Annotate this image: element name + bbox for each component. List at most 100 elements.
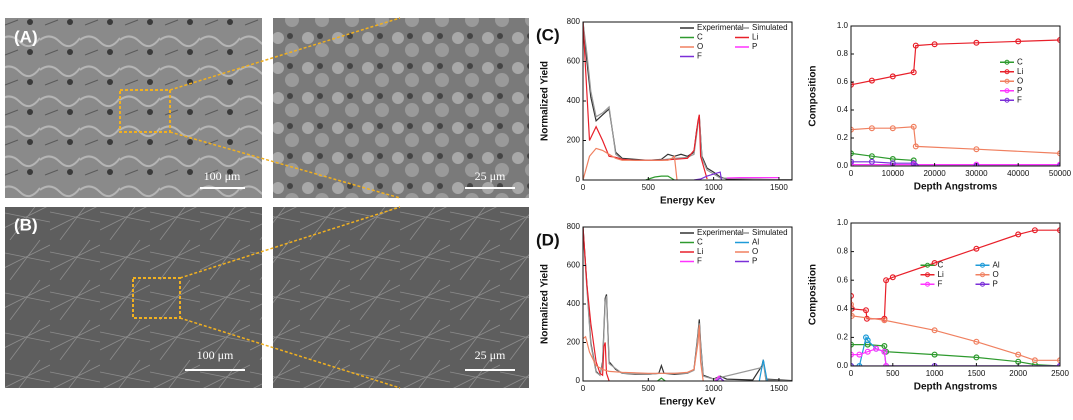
legend-label: Al [993,260,1000,269]
legend-label: Li [1017,67,1023,76]
x-axis-label: Energy Kev [660,196,715,207]
legend-label: F [697,52,702,61]
x-axis-label: Depth Angstroms [914,182,998,193]
axes-frame [851,26,1060,166]
legend-label: F [938,279,943,288]
legend-label: Li [697,247,703,256]
y-tick-label: 1.0 [837,21,849,30]
x-tick-label: 1500 [770,384,788,393]
legend-label: C [938,260,944,269]
x-tick-label: 0 [581,183,586,192]
y-tick-label: 0.8 [837,247,849,256]
legend-label: P [752,257,757,266]
x-tick-label: 0 [581,384,586,393]
y-tick-label: 600 [567,57,581,66]
x-tick-label: 20000 [923,169,946,178]
series-line [583,227,792,381]
series-line [851,345,1060,366]
y-axis-label: Normalized Yield [540,264,551,344]
legend-label: Li [752,33,758,42]
series-line [851,305,1060,361]
legend-label: F [1017,95,1022,104]
y-tick-label: 0.4 [837,304,849,313]
y-tick-label: 0.0 [837,361,849,370]
legend-label: Simulated [752,23,788,32]
legend-label: Li [938,270,944,279]
x-tick-label: 500 [642,384,656,393]
x-tick-label: 1500 [770,183,788,192]
series-line [646,176,675,180]
sem-images: (A) (B) 100 μm 25 μm 100 μm 25 μm [5,18,529,388]
y-axis-label: Composition [808,264,819,325]
legend-label: P [993,279,998,288]
x-tick-label: 2500 [1051,369,1069,378]
panel-label: (D) [536,230,560,249]
y-tick-label: 800 [567,222,581,231]
panel-label: (B) [14,215,38,234]
series-line [759,360,767,381]
legend-label: O [1017,76,1023,85]
y-tick-label: 400 [567,96,581,105]
y-tick-label: 0.8 [837,49,849,58]
x-tick-label: 1000 [705,183,723,192]
series-line [583,231,792,381]
x-axis-label: Energy KeV [659,397,715,408]
plot-area [583,227,792,381]
scale-bar-label: 25 μm [475,348,506,362]
x-tick-label: 1000 [705,384,723,393]
x-tick-label: 500 [886,369,900,378]
chart: 0 500 1000 1500 0 200 400 600 800 Energy Kev Norma… [536,17,792,207]
legend-label: C [697,33,703,42]
legend-label: P [752,42,757,51]
y-tick-label: 0 [576,175,581,184]
chart: 0 500 1000 1500 0 200 400 600 800 Energy KeV Norma… [536,222,792,408]
x-tick-label: 0 [849,369,854,378]
series-line [583,22,792,180]
series-line [851,162,1060,166]
y-axis-label: Normalized Yield [540,61,551,141]
x-tick-label: 30000 [965,169,988,178]
series-line [851,127,1060,154]
y-tick-label: 800 [567,17,581,26]
x-tick-label: 2000 [1009,369,1027,378]
y-tick-label: 600 [567,261,581,270]
series-line [851,230,1060,319]
legend-label: Al [752,238,759,247]
legend-label: P [1017,86,1022,95]
x-tick-label: 40000 [1007,169,1030,178]
axes-frame [851,223,1060,366]
legend-label: Simulated [752,228,788,237]
scale-bar-label: 25 μm [475,169,506,183]
x-tick-label: 0 [849,169,854,178]
y-tick-label: 0.2 [837,133,849,142]
x-tick-label: 10000 [882,169,905,178]
x-tick-label: 1500 [968,369,986,378]
series-line [583,148,677,180]
y-tick-label: 200 [567,136,581,145]
y-tick-label: 0 [576,376,581,385]
legend-label: C [1017,57,1023,66]
plot-area [583,22,792,180]
x-tick-label: 1000 [926,369,944,378]
y-tick-label: 0.0 [837,161,849,170]
legend-label: O [993,270,999,279]
legend-label: O [752,247,758,256]
series-line [851,40,1060,85]
plot-area [851,230,1060,366]
x-tick-label: 500 [642,183,656,192]
y-tick-label: 200 [567,338,581,347]
legend-label: O [697,42,703,51]
scale-bar-label: 100 μm [204,169,241,183]
series-line [851,337,1060,366]
legend-label: F [697,257,702,266]
x-axis-label: Depth Angstroms [914,382,998,393]
y-tick-label: 400 [567,299,581,308]
y-tick-label: 0.4 [837,105,849,114]
axes-frame [583,227,792,381]
panel-label: (A) [14,27,38,46]
y-tick-label: 0.6 [837,77,849,86]
plot-area [851,40,1060,166]
